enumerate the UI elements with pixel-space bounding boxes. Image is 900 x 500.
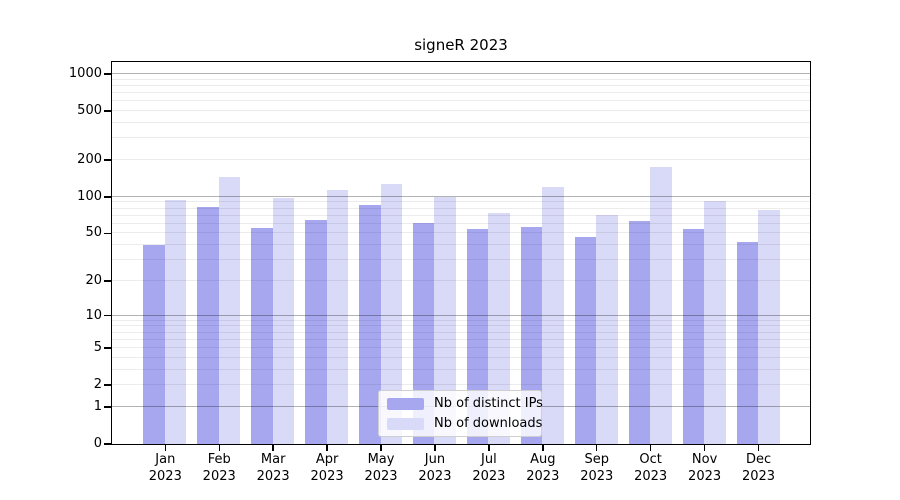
y-axis-tick	[104, 406, 111, 408]
x-axis-tick-label: Sep 2023	[580, 452, 614, 484]
bar-downloads	[758, 209, 780, 444]
x-axis-tick-label: May 2023	[364, 452, 398, 484]
bar-distinct-ips	[574, 237, 597, 444]
y-axis-tick-label: 20	[85, 272, 102, 288]
bar-downloads	[434, 197, 456, 444]
bar-downloads	[326, 190, 349, 444]
x-axis-tick	[380, 444, 382, 451]
legend-swatch-downloads	[387, 417, 424, 430]
chart-title: signeR 2023	[414, 36, 508, 54]
y-axis-tick	[104, 280, 111, 282]
bar-distinct-ips	[736, 242, 759, 444]
bar-downloads	[380, 183, 403, 444]
bar-distinct-ips	[412, 222, 435, 444]
x-axis-tick-label: Jul 2023	[472, 452, 506, 484]
x-axis-tick	[649, 444, 652, 451]
bar-distinct-ips	[628, 220, 651, 444]
bar-downloads	[596, 214, 618, 444]
y-axis-tick-label: 1000	[68, 66, 102, 82]
major-gridline	[111, 73, 810, 75]
x-axis-tick	[326, 444, 328, 451]
x-axis-tick	[164, 444, 166, 451]
bar-downloads	[542, 186, 564, 444]
bar-distinct-ips	[520, 227, 543, 444]
y-axis-tick-label: 0	[93, 436, 102, 451]
bar-distinct-ips	[197, 206, 219, 444]
minor-gridline	[111, 137, 810, 139]
bar-distinct-ips	[251, 227, 273, 444]
y-axis-tick	[104, 347, 111, 349]
plot-area	[110, 60, 811, 445]
y-axis-tick	[104, 110, 111, 112]
legend: Nb of distinct IPs Nb of downloads	[378, 390, 543, 437]
minor-gridline	[111, 159, 810, 161]
y-axis-tick	[104, 314, 111, 317]
x-axis-tick-label: Aug 2023	[526, 452, 560, 484]
x-axis-tick-label: Apr 2023	[310, 452, 344, 484]
y-axis-tick-label: 2	[93, 377, 102, 393]
y-axis-tick-label: 500	[77, 103, 102, 119]
y-axis-tick	[104, 232, 111, 235]
x-axis-tick	[596, 444, 598, 451]
y-axis-tick-label: 5	[93, 340, 102, 356]
bar-distinct-ips	[466, 228, 489, 444]
x-axis-tick-label: Nov 2023	[688, 452, 722, 484]
y-axis-tick	[104, 159, 111, 161]
y-axis-tick-label: 10	[85, 307, 102, 323]
y-axis-tick-label: 50	[85, 225, 102, 241]
bar-downloads	[704, 201, 726, 444]
bar-distinct-ips	[305, 219, 327, 444]
major-gridline	[111, 195, 810, 197]
y-axis-tick	[104, 443, 111, 445]
x-axis-tick-label: Dec 2023	[741, 452, 776, 484]
bar-distinct-ips	[359, 204, 381, 444]
minor-gridline	[111, 78, 810, 80]
legend-item-distinct-ips: Nb of distinct IPs	[387, 396, 543, 411]
minor-gridline	[111, 110, 810, 112]
x-axis-tick	[488, 444, 490, 451]
x-axis-tick	[218, 444, 220, 451]
x-axis-tick	[757, 444, 760, 451]
y-axis-tick-label: 100	[77, 188, 102, 204]
legend-swatch-distinct-ips	[387, 397, 424, 410]
bar-downloads	[272, 197, 295, 444]
legend-label-distinct-ips: Nb of distinct IPs	[434, 396, 543, 411]
legend-item-downloads: Nb of downloads	[387, 416, 543, 431]
x-axis-tick	[272, 444, 274, 451]
bar-downloads	[488, 213, 510, 444]
bar-downloads	[164, 200, 187, 444]
minor-gridline	[111, 100, 810, 102]
minor-gridline	[111, 84, 810, 86]
y-axis-tick	[104, 73, 111, 75]
y-axis-tick	[104, 196, 111, 198]
bar-downloads	[650, 166, 672, 444]
x-axis-tick	[542, 444, 544, 451]
y-axis-tick	[104, 384, 111, 386]
x-axis-tick-label: Jun 2023	[418, 452, 452, 484]
x-axis-tick-label: Feb 2023	[202, 452, 236, 484]
minor-gridline	[111, 122, 810, 124]
x-axis-tick	[703, 444, 706, 451]
bar-distinct-ips	[682, 228, 705, 444]
x-axis-tick-label: Oct 2023	[634, 452, 668, 484]
y-axis-tick-label: 1	[93, 398, 102, 414]
bar-distinct-ips	[143, 244, 165, 444]
legend-label-downloads: Nb of downloads	[434, 416, 543, 431]
minor-gridline	[111, 92, 810, 94]
x-axis-tick	[434, 444, 436, 451]
x-axis-tick-label: Jan 2023	[148, 452, 182, 484]
x-axis-tick-label: Mar 2023	[256, 452, 290, 484]
bar-downloads	[218, 176, 241, 444]
y-axis-tick-label: 200	[77, 152, 102, 168]
